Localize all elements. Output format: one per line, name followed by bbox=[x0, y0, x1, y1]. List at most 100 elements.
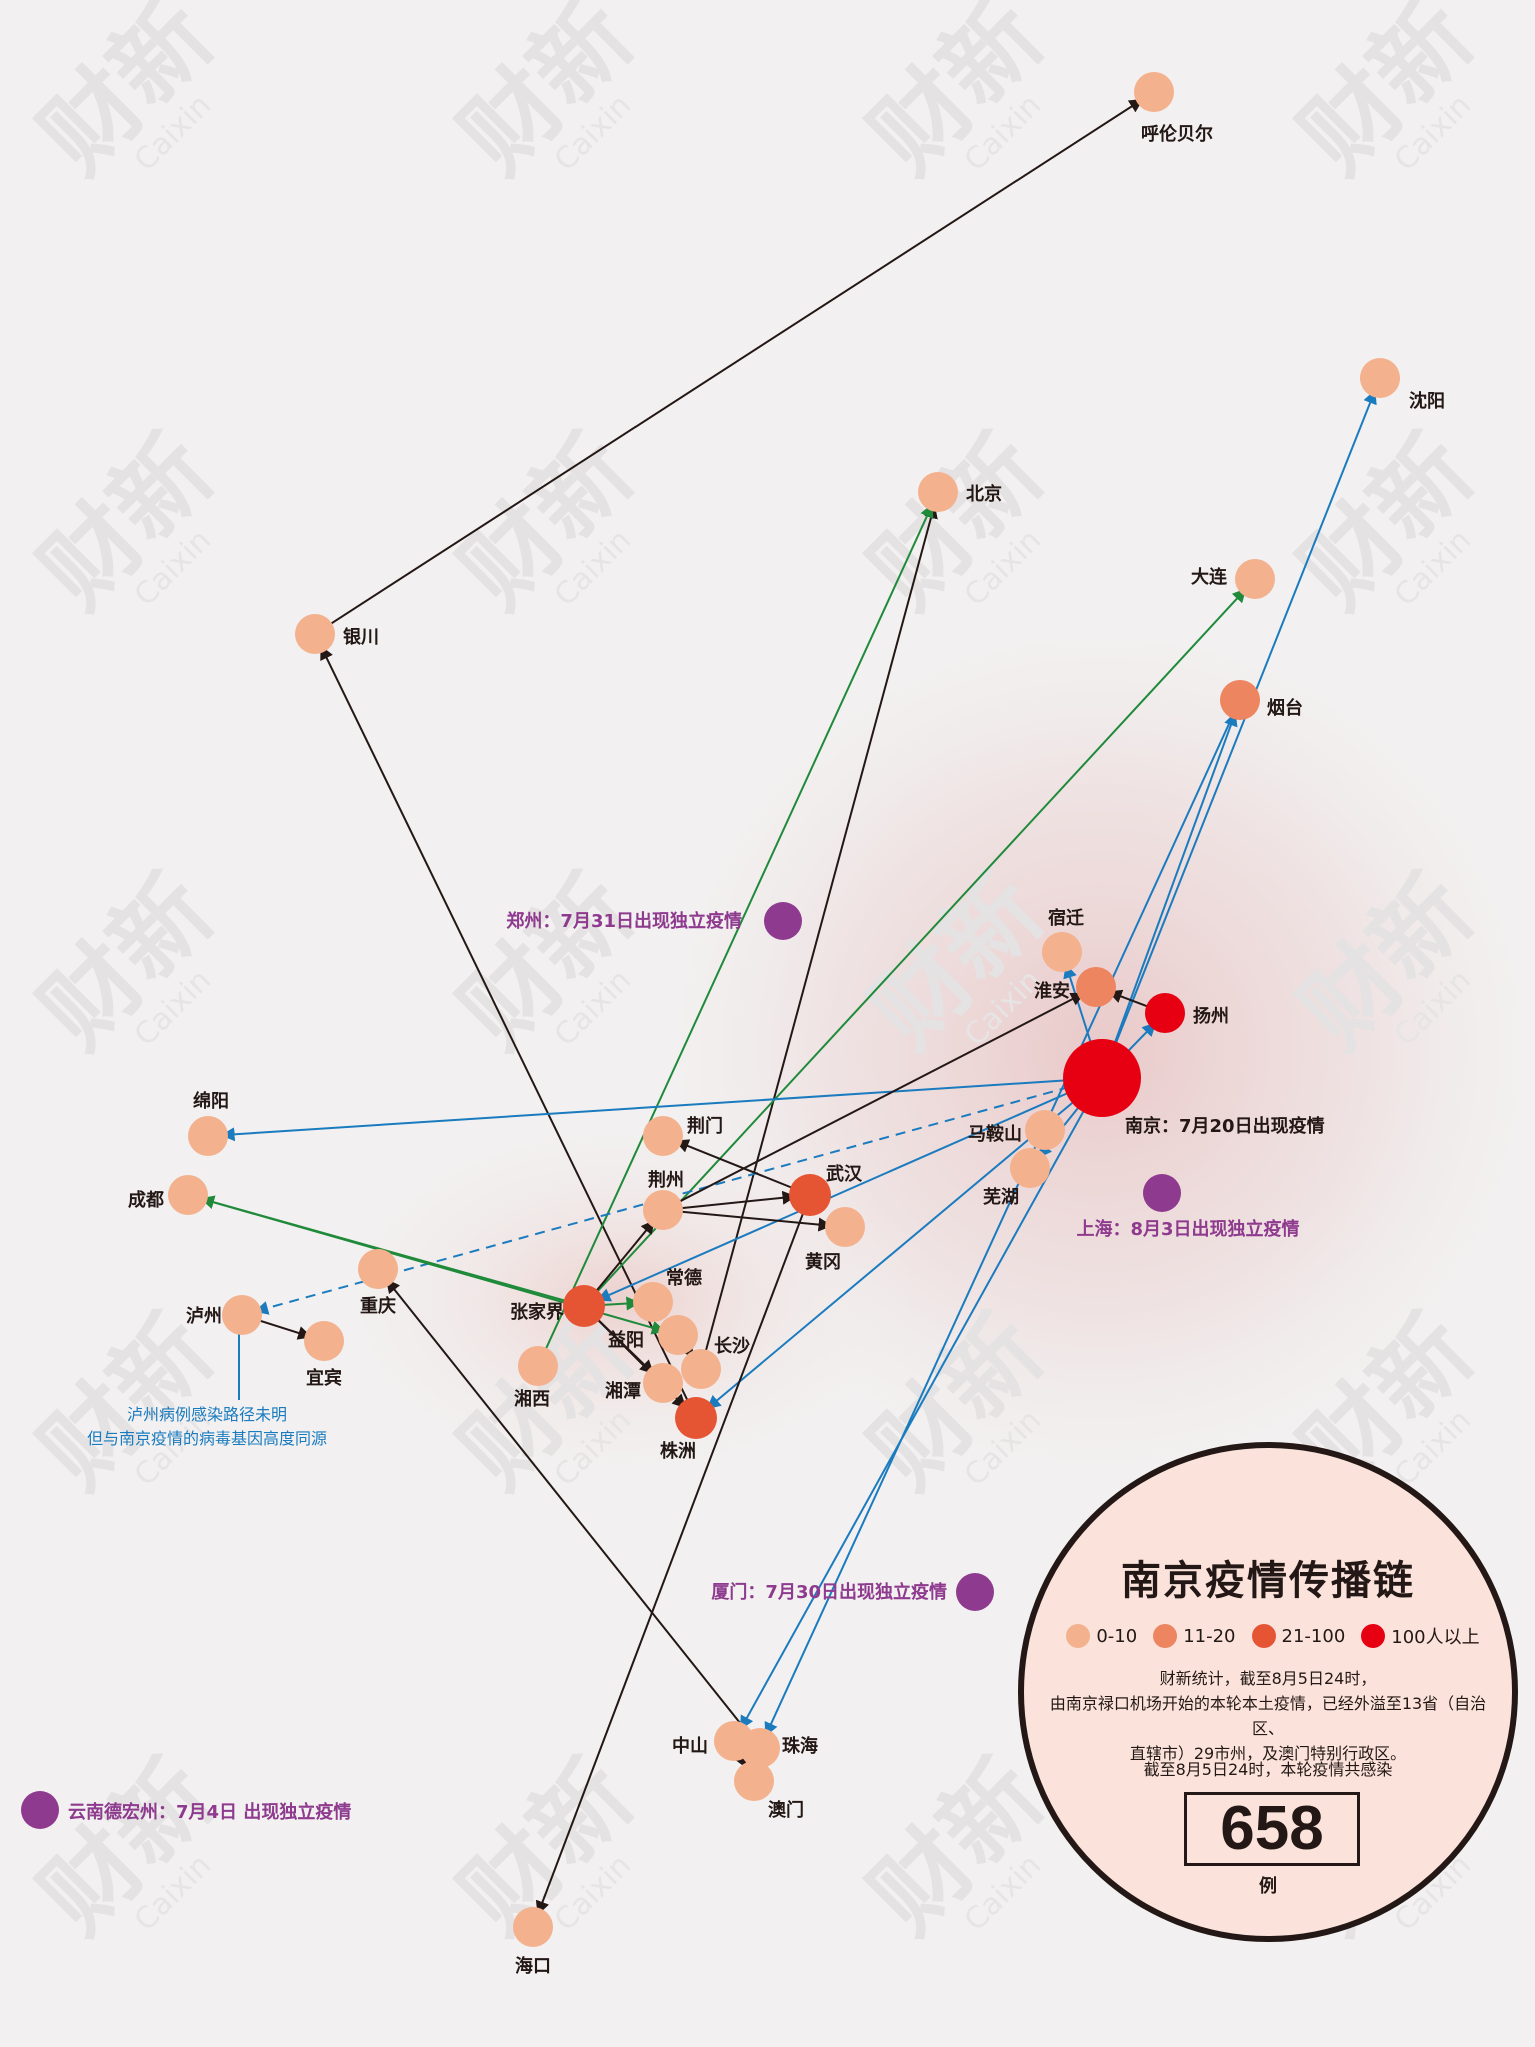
event-label-zhengzhou: 郑州：7月31日出现独立疫情 bbox=[506, 910, 742, 932]
city-marker-shenyang bbox=[1360, 358, 1400, 398]
city-label-nanjing: 南京：7月20日出现疫情 bbox=[1125, 1115, 1325, 1137]
city-node-dalian: 大连 bbox=[1191, 559, 1275, 599]
event-dot-dehong bbox=[21, 1791, 59, 1829]
edge-nanjing-to-shenyang bbox=[1101, 389, 1377, 1079]
city-label-huanggang: 黄冈 bbox=[805, 1251, 841, 1273]
watermark-text: 财新 bbox=[438, 413, 654, 629]
city-marker-changde bbox=[633, 1282, 673, 1322]
city-label-xiangxi: 湘西 bbox=[514, 1388, 550, 1410]
edge-nanjing-to-zhangjiajie bbox=[596, 1077, 1103, 1302]
city-marker-zhuhai bbox=[740, 1728, 780, 1768]
city-label-xiangtan: 湘潭 bbox=[605, 1380, 641, 1402]
city-marker-beijing bbox=[918, 472, 958, 512]
edge-wuhan-to-haikou bbox=[535, 1198, 810, 1916]
legend-total-caption: 截至8月5日24时，本轮疫情共感染 bbox=[1143, 1760, 1393, 1779]
edge-nanjing-to-zhongshan bbox=[739, 1077, 1103, 1731]
city-node-nanjing: 南京：7月20日出现疫情 bbox=[1063, 1039, 1325, 1137]
city-node-beijing: 北京 bbox=[918, 472, 1002, 512]
city-marker-suqian bbox=[1042, 932, 1082, 972]
city-node-suqian: 宿迁 bbox=[1042, 907, 1084, 972]
city-marker-xiangxi bbox=[518, 1346, 558, 1386]
city-marker-yangzhou bbox=[1145, 993, 1185, 1033]
watermark-text: 财新 bbox=[18, 853, 234, 1069]
city-node-shenyang: 沈阳 bbox=[1360, 358, 1445, 412]
city-node-yantai: 烟台 bbox=[1220, 680, 1303, 720]
city-label-macau: 澳门 bbox=[768, 1799, 804, 1821]
event-label-xiamen: 厦门：7月30日出现独立疫情 bbox=[711, 1581, 947, 1603]
city-label-beijing: 北京 bbox=[966, 483, 1002, 505]
city-label-jingmen: 荆门 bbox=[687, 1115, 723, 1137]
city-marker-chengdu bbox=[168, 1175, 208, 1215]
city-label-zhongshan: 中山 bbox=[672, 1735, 708, 1757]
edge-xiangxi-to-beijing bbox=[538, 503, 934, 1363]
watermark-text: 财新 bbox=[18, 413, 234, 629]
edge-jingzhou-to-wuhan bbox=[666, 1190, 797, 1211]
city-node-yangzhou: 扬州 bbox=[1145, 993, 1229, 1033]
legend-description: 财新统计，截至8月5日24时， 由南京禄口机场开始的本轮本土疫情，已经外溢至13… bbox=[1034, 1666, 1502, 1766]
city-node-changsha: 长沙 bbox=[681, 1336, 750, 1389]
city-node-chongqing: 重庆 bbox=[358, 1249, 398, 1317]
city-node-maanshan: 马鞍山 bbox=[968, 1110, 1065, 1150]
edge-zhuzhou-to-yinchuan bbox=[320, 645, 696, 1415]
city-node-yiyang: 益阳 bbox=[608, 1315, 698, 1355]
legend-item-21-100: 21-100 bbox=[1251, 1624, 1345, 1648]
legend-total-count: 658 bbox=[1184, 1792, 1360, 1866]
city-marker-yantai bbox=[1220, 680, 1260, 720]
city-node-hulunbuir: 呼伦贝尔 bbox=[1134, 72, 1213, 145]
city-node-huanggang: 黄冈 bbox=[805, 1207, 865, 1273]
legend-scale: 0-10 11-20 21-100 100人以上 bbox=[1054, 1623, 1492, 1649]
event-dot-xiamen bbox=[956, 1573, 994, 1611]
legend-total-unit: 例 bbox=[1259, 1876, 1277, 1897]
city-marker-zhuzhou bbox=[675, 1397, 717, 1439]
edge-nanjing-to-mianyang bbox=[220, 1077, 1103, 1142]
city-marker-chongqing bbox=[358, 1249, 398, 1289]
city-marker-haikou bbox=[513, 1907, 553, 1947]
city-node-jingmen: 荆门 bbox=[643, 1115, 723, 1156]
city-node-xiangxi: 湘西 bbox=[514, 1346, 558, 1410]
city-label-wuhan: 武汉 bbox=[826, 1164, 863, 1185]
watermark-text: 财新 bbox=[18, 1738, 234, 1954]
city-marker-wuhu bbox=[1010, 1148, 1050, 1188]
luzhou-note-line: 但与南京疫情的病毒基因高度同源 bbox=[87, 1429, 327, 1448]
city-node-jingzhou: 荆州 bbox=[643, 1169, 684, 1230]
luzhou-note-line: 泸州病例感染路径未明 bbox=[127, 1405, 287, 1424]
city-label-yinchuan: 银川 bbox=[343, 626, 379, 648]
city-node-haikou: 海口 bbox=[513, 1907, 553, 1977]
city-marker-zhangjiajie bbox=[563, 1285, 605, 1327]
city-label-hulunbuir: 呼伦贝尔 bbox=[1141, 123, 1213, 145]
edge-zhangjiajie-to-jingzhou bbox=[585, 1219, 655, 1304]
city-label-yantai: 烟台 bbox=[1267, 697, 1303, 719]
city-marker-yinchuan bbox=[295, 614, 335, 654]
city-label-chongqing: 重庆 bbox=[360, 1295, 396, 1317]
city-label-zhuzhou: 株洲 bbox=[660, 1440, 696, 1462]
city-label-yibin: 宜宾 bbox=[306, 1367, 342, 1389]
event-dot-shanghai bbox=[1143, 1174, 1181, 1212]
city-node-wuhu: 芜湖 bbox=[983, 1148, 1050, 1208]
legend-label: 100人以上 bbox=[1391, 1627, 1480, 1648]
city-label-mianyang: 绵阳 bbox=[193, 1090, 229, 1112]
legend-desc-line: 财新统计，截至8月5日24时， bbox=[1159, 1669, 1377, 1688]
legend-label: 11-20 bbox=[1183, 1625, 1236, 1647]
legend-item-11-20: 11-20 bbox=[1153, 1624, 1236, 1648]
legend-swatch bbox=[1251, 1624, 1276, 1648]
city-label-zhuhai: 珠海 bbox=[782, 1735, 818, 1757]
city-node-zhangjiajie: 张家界 bbox=[510, 1285, 605, 1327]
city-node-chengdu: 成都 bbox=[128, 1175, 208, 1215]
city-marker-yibin bbox=[304, 1321, 344, 1361]
edge-yantai-to-zhuhai bbox=[764, 703, 1240, 1737]
city-marker-huaian bbox=[1076, 967, 1116, 1007]
city-label-suqian: 宿迁 bbox=[1048, 907, 1084, 929]
city-marker-wuhan bbox=[789, 1174, 831, 1216]
legend-swatch bbox=[1153, 1624, 1178, 1648]
city-node-yibin: 宜宾 bbox=[304, 1321, 344, 1389]
city-label-luzhou: 泸州 bbox=[186, 1306, 222, 1327]
